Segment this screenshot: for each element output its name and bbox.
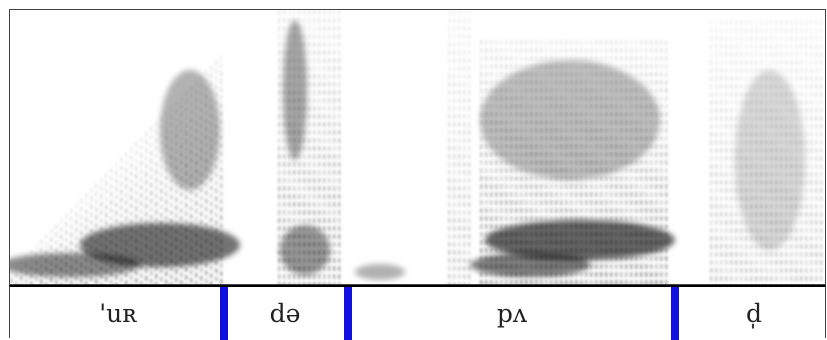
segmentation-tier: 'uʀ də pʌ d̩ (9, 285, 826, 338)
segment-label-3: pʌ (497, 301, 527, 326)
spectrogram-panel (9, 9, 826, 285)
segment-label-1: 'uʀ (99, 301, 137, 326)
boundary-2[interactable] (344, 287, 352, 340)
boundary-1[interactable] (220, 287, 228, 340)
boundary-3[interactable] (671, 287, 679, 340)
segment-label-2: də (270, 301, 301, 326)
segment-label-4: d̩ (746, 301, 762, 326)
spectrogram-image (10, 10, 825, 284)
